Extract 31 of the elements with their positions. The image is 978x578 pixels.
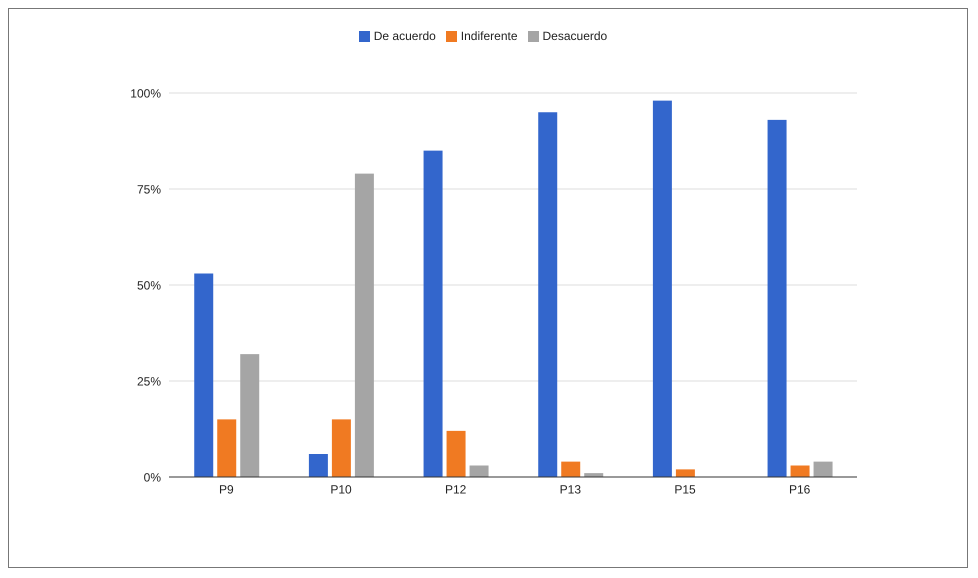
x-tick-label: P16: [788, 482, 811, 497]
legend-label: Desacuerdo: [542, 29, 608, 43]
y-tick-label: 50%: [136, 278, 162, 292]
legend-label: De acuerdo: [374, 29, 436, 43]
y-tick-label: 25%: [136, 374, 162, 388]
bar: [424, 150, 443, 477]
x-tick-label: P12: [444, 482, 467, 497]
y-tick-label: 100%: [130, 86, 162, 100]
y-tick-label: 75%: [136, 182, 162, 196]
x-tick-label: P10: [330, 482, 352, 497]
bar: [538, 112, 558, 477]
bar: [308, 454, 328, 477]
bar: [470, 465, 489, 477]
x-tick-label: P9: [218, 482, 234, 497]
x-tick-label: P15: [674, 482, 696, 497]
bar: [790, 465, 810, 477]
x-tick-label: P13: [560, 482, 582, 497]
bar: [354, 174, 374, 477]
bar: [240, 354, 260, 477]
bar: [561, 462, 580, 477]
y-tick-label: 0%: [144, 470, 162, 484]
bar: [217, 419, 236, 477]
bar: [194, 273, 214, 477]
bar: [446, 430, 466, 477]
bar: [652, 100, 672, 477]
bar: [814, 462, 833, 477]
bar: [584, 473, 604, 477]
bar: [332, 419, 351, 477]
bar: [676, 469, 695, 477]
legend-label: Indiferente: [460, 29, 518, 43]
bar: [768, 120, 787, 477]
